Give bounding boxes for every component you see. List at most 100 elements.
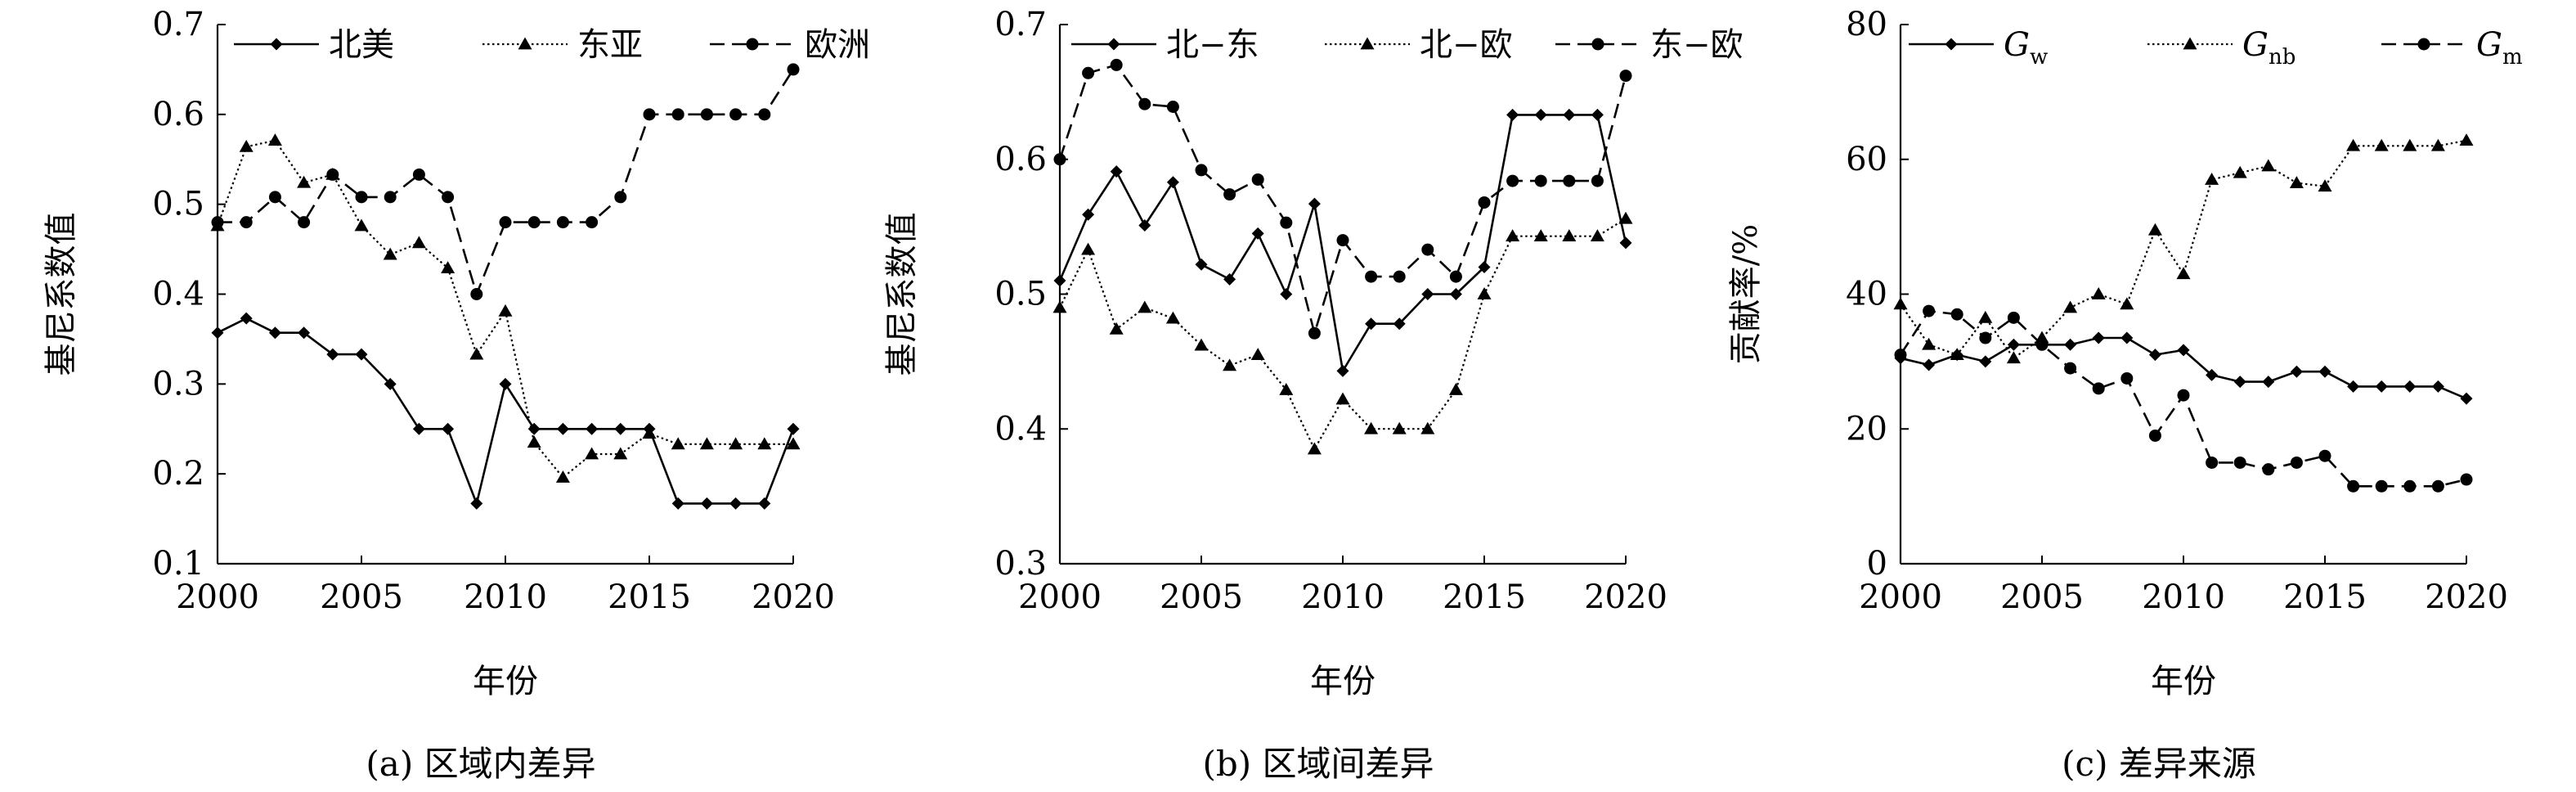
data-point — [786, 437, 801, 450]
legend-marker — [746, 38, 759, 51]
data-point — [758, 497, 771, 510]
y-tick-label: 0 — [1867, 545, 1887, 583]
x-tick-label: 2005 — [1160, 578, 1243, 616]
legend-label: 北美 — [329, 26, 394, 64]
legend-label-main: G — [2004, 26, 2030, 64]
legend-marker — [1591, 38, 1604, 51]
y-tick-label: 0.3 — [994, 545, 1047, 583]
data-point — [1223, 188, 1236, 201]
data-point — [412, 168, 425, 181]
y-axis-label: 基尼系数值 — [43, 213, 80, 376]
data-point — [1618, 211, 1633, 224]
data-point — [442, 422, 455, 435]
data-point — [1223, 272, 1236, 286]
x-tick-label: 2015 — [1443, 578, 1526, 616]
data-point — [1365, 270, 1378, 283]
data-point — [2290, 365, 2303, 378]
data-point — [1562, 229, 1577, 242]
y-axis-label: 基尼系数值 — [883, 213, 921, 376]
data-point — [757, 437, 772, 450]
data-point — [355, 348, 368, 361]
data-point — [556, 422, 569, 435]
data-point — [1923, 304, 1936, 317]
data-point — [614, 191, 627, 204]
y-tick-label: 20 — [1846, 410, 1887, 448]
x-tick-label: 2015 — [2283, 578, 2367, 616]
data-point — [1978, 310, 1993, 323]
panel-difference-sources: 0 20 40 60 80 2000 2005 2010 2015 2020 年份 贡献率/% (c) … — [1727, 6, 2523, 784]
data-point — [1194, 338, 1209, 351]
data-point — [2148, 429, 2161, 442]
data-point — [469, 347, 484, 360]
data-point — [2346, 138, 2361, 151]
data-point — [1053, 274, 1066, 287]
legend-marker — [518, 37, 532, 50]
data-point — [586, 216, 599, 229]
data-point — [2374, 138, 2389, 151]
data-point — [240, 312, 253, 325]
data-point — [499, 216, 512, 229]
data-point — [555, 470, 570, 483]
data-point — [2459, 133, 2474, 146]
panel-caption: (c) 差异来源 — [2062, 744, 2256, 784]
data-point — [1591, 108, 1604, 121]
x-axis-label: 年份 — [2151, 663, 2216, 700]
data-point — [1251, 173, 1264, 186]
legend-label: Gw — [2004, 26, 2048, 70]
legend-label: 欧洲 — [805, 26, 870, 64]
data-point — [2007, 311, 2020, 324]
y-axis-label: 贡献率/% — [1727, 224, 1765, 364]
data-point — [1534, 108, 1547, 121]
y-tick-label: 0.7 — [994, 6, 1047, 43]
data-point — [1336, 234, 1349, 247]
data-point — [2375, 479, 2388, 493]
data-point — [2147, 223, 2162, 236]
data-point — [613, 447, 628, 460]
y-tick-label: 0.1 — [152, 545, 204, 583]
data-point — [1421, 243, 1434, 256]
data-point — [1506, 229, 1520, 242]
data-point — [499, 377, 512, 390]
data-point — [240, 216, 253, 229]
data-point — [1308, 197, 1321, 210]
data-point — [556, 216, 569, 229]
x-tick-label: 2005 — [320, 578, 403, 616]
data-point — [1392, 421, 1407, 434]
data-point — [1052, 300, 1067, 313]
y-tick-label: 60 — [1846, 141, 1887, 178]
data-point — [1138, 300, 1152, 313]
data-point — [412, 422, 425, 435]
panel-caption: (a) 区域内差异 — [366, 744, 595, 784]
data-point — [1894, 349, 1907, 362]
data-point — [1251, 227, 1264, 240]
y-tick-label: 0.2 — [152, 455, 204, 493]
legend-label: 北−东 — [1166, 26, 1259, 64]
data-point — [498, 304, 513, 317]
data-point — [1979, 355, 1992, 368]
data-point — [1563, 174, 1576, 187]
data-point — [1280, 216, 1293, 229]
data-point — [2431, 380, 2444, 393]
data-point — [383, 247, 397, 260]
data-point — [1110, 165, 1123, 178]
data-point — [643, 108, 656, 121]
data-point — [700, 108, 713, 121]
y-tick-label: 0.5 — [994, 276, 1047, 313]
data-point — [1478, 196, 1491, 209]
data-point — [211, 326, 224, 340]
y-tick-label: 80 — [1846, 6, 1887, 43]
y-tick-label: 0.7 — [152, 6, 204, 43]
legend-label-main: G — [2242, 26, 2269, 64]
data-point — [2318, 365, 2331, 378]
data-point — [1223, 358, 1237, 371]
data-point — [1893, 297, 1908, 310]
data-point — [1477, 287, 1492, 299]
data-point — [2177, 344, 2190, 357]
data-point — [2289, 176, 2304, 188]
data-point — [384, 191, 397, 204]
data-point — [2318, 179, 2332, 192]
data-point — [2430, 138, 2445, 151]
data-point — [527, 216, 541, 229]
legend-label: 东亚 — [577, 26, 643, 64]
